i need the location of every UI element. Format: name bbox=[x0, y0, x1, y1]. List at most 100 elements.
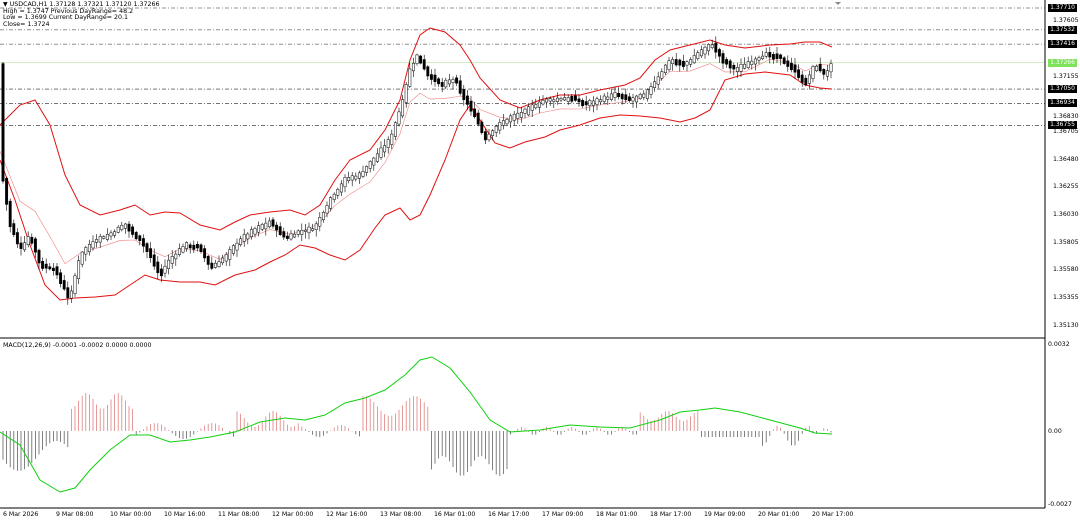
candle-body bbox=[264, 222, 268, 230]
candle-body bbox=[728, 60, 732, 69]
candle-body bbox=[483, 131, 487, 141]
candle-body bbox=[649, 86, 653, 95]
candle-body bbox=[8, 200, 12, 227]
candle-body bbox=[59, 272, 63, 284]
price-tick-label: 1.35130 bbox=[1053, 321, 1079, 329]
candle-body bbox=[332, 193, 336, 200]
candle-body bbox=[559, 98, 563, 101]
candle-body bbox=[48, 266, 52, 270]
candle-body bbox=[523, 108, 527, 114]
candle-body bbox=[131, 226, 135, 235]
candle-body bbox=[404, 84, 408, 103]
candle-body bbox=[519, 112, 523, 118]
candle-body bbox=[462, 89, 466, 100]
candle-body bbox=[735, 67, 739, 72]
time-tick-label: 9 Mar 08:00 bbox=[56, 511, 94, 518]
candle-body bbox=[347, 177, 351, 182]
candle-body bbox=[509, 115, 513, 123]
candle-body bbox=[717, 49, 721, 57]
candle-body bbox=[12, 223, 16, 235]
candle-body bbox=[825, 70, 829, 77]
candle-body bbox=[487, 133, 491, 141]
candle-body bbox=[537, 101, 541, 108]
candle-body bbox=[566, 97, 570, 102]
candle-body bbox=[239, 238, 243, 245]
candle-body bbox=[120, 225, 124, 231]
price-tick-label: 1.36755 bbox=[1048, 121, 1077, 130]
candle-body bbox=[224, 254, 228, 262]
candle-body bbox=[210, 262, 214, 269]
candle-body bbox=[66, 287, 70, 299]
candle-body bbox=[231, 245, 235, 254]
candle-body bbox=[159, 268, 163, 277]
candle-body bbox=[663, 64, 667, 73]
time-tick-label: 18 Mar 01:00 bbox=[596, 511, 638, 518]
candle-body bbox=[591, 100, 595, 106]
time-tick-label: 13 Mar 08:00 bbox=[380, 511, 422, 518]
macd-signal-path bbox=[0, 356, 833, 493]
candle-body bbox=[786, 60, 790, 67]
candle-body bbox=[163, 265, 167, 274]
candle-body bbox=[494, 125, 498, 133]
candle-body bbox=[19, 242, 23, 249]
time-tick-label: 10 Mar 16:00 bbox=[164, 511, 206, 518]
candle-body bbox=[491, 130, 495, 136]
candle-body bbox=[357, 172, 361, 179]
candle-body bbox=[221, 257, 225, 264]
candle-body bbox=[671, 59, 675, 64]
candle-body bbox=[793, 64, 797, 73]
macd-histogram bbox=[2, 393, 832, 476]
scroll-marker-icon[interactable] bbox=[835, 2, 841, 5]
candle-body bbox=[426, 66, 430, 77]
candle-body bbox=[440, 82, 444, 87]
symbol-info: ▼ USDCAD,H1 1.37128 1.37321 1.37120 1.37… bbox=[3, 1, 160, 9]
candle-body bbox=[782, 57, 786, 64]
candle-body bbox=[757, 57, 761, 61]
candle-body bbox=[105, 234, 109, 240]
candle-body bbox=[530, 104, 534, 111]
candle-body bbox=[656, 76, 660, 85]
candle-body bbox=[804, 77, 808, 86]
candle-body bbox=[296, 230, 300, 235]
time-tick-label: 16 Mar 01:00 bbox=[434, 511, 476, 518]
candle-body bbox=[181, 246, 185, 253]
candle-body bbox=[51, 267, 55, 271]
candle-body bbox=[321, 212, 325, 221]
candle-body bbox=[653, 81, 657, 88]
close-info: Close= 1.3724 bbox=[3, 20, 50, 28]
price-tick-label: 1.36934 bbox=[1048, 99, 1077, 108]
candle-body bbox=[188, 244, 192, 249]
time-tick-label: 12 Mar 16:00 bbox=[326, 511, 368, 518]
candle-body bbox=[203, 248, 207, 259]
candle-body bbox=[138, 235, 142, 241]
candle-body bbox=[217, 261, 221, 267]
price-tick-label: 1.36480 bbox=[1053, 155, 1079, 163]
candle-body bbox=[123, 223, 127, 229]
candle-body bbox=[573, 95, 577, 101]
candle-body bbox=[37, 249, 41, 264]
candle-body bbox=[267, 220, 271, 228]
candle-body bbox=[325, 205, 329, 214]
candle-body bbox=[368, 161, 372, 169]
candle-body bbox=[775, 53, 779, 59]
candle-body bbox=[476, 112, 480, 125]
candle-body bbox=[350, 175, 354, 181]
candle-body bbox=[638, 94, 642, 100]
candle-body bbox=[278, 226, 282, 235]
candle-body bbox=[764, 52, 768, 57]
candle-body bbox=[721, 53, 725, 64]
candle-body bbox=[595, 98, 599, 105]
candle-body bbox=[584, 101, 588, 106]
candle-body bbox=[336, 189, 340, 196]
triangle-down-icon[interactable]: ▼ bbox=[3, 1, 8, 8]
candle-body bbox=[62, 280, 66, 290]
symbol-ohlc: USDCAD,H1 1.37128 1.37321 1.37120 1.3726… bbox=[9, 1, 160, 8]
candle-body bbox=[386, 139, 390, 148]
candle-body bbox=[80, 251, 84, 265]
price-tick-label: 1.36830 bbox=[1053, 112, 1079, 120]
candle-body bbox=[800, 74, 804, 83]
candle-body bbox=[447, 79, 451, 85]
bollinger-middle bbox=[0, 58, 833, 265]
